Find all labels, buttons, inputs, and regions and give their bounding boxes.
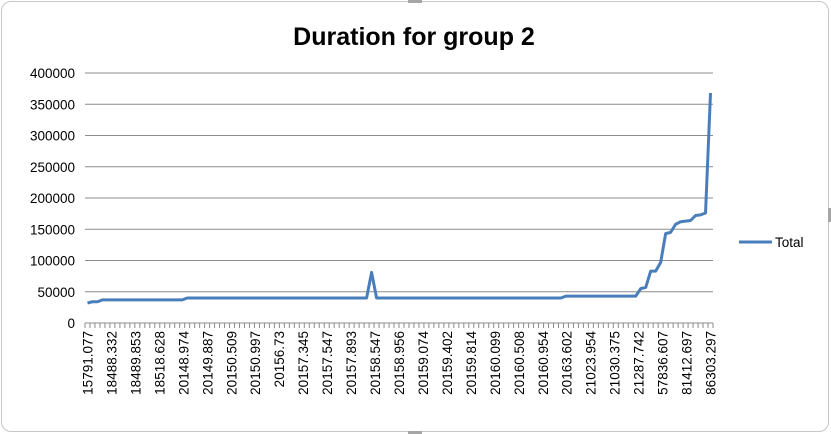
resize-handle-right[interactable] <box>828 208 831 222</box>
x-tick-label: 20157.547 <box>320 331 335 395</box>
legend: Total <box>739 235 804 250</box>
x-tick-label: 20160.954 <box>536 331 551 395</box>
x-tick-label: 20160.099 <box>488 331 503 395</box>
x-tick-label: 18488.332 <box>104 331 119 395</box>
x-tick-label: 20159.402 <box>440 331 455 395</box>
x-tick-label: 20148.974 <box>176 331 191 395</box>
y-tick-label: 50000 <box>37 285 75 300</box>
x-axis-tick-labels: 15791.077 18488.332 18489.853 18518.628 2014… <box>80 331 718 395</box>
x-tick-label: 20158.547 <box>368 331 383 395</box>
y-tick-label: 0 <box>67 316 75 331</box>
y-tick-label: 300000 <box>30 129 75 144</box>
x-tick-label: 20157.893 <box>344 331 359 395</box>
x-tick-label: 18489.853 <box>128 331 143 395</box>
x-tick-label: 81412.697 <box>680 331 695 395</box>
chart-title: Duration for group 2 <box>293 23 535 51</box>
x-tick-label: 20159.074 <box>416 331 431 395</box>
x-tick-label: 18518.628 <box>152 331 167 395</box>
x-tick-label: 20163.602 <box>560 331 575 395</box>
x-tick-label: 20159.814 <box>464 331 479 395</box>
y-tick-label: 350000 <box>30 97 75 112</box>
x-tick-label: 20158.956 <box>392 331 407 395</box>
x-tick-label: 20156.73 <box>272 331 287 387</box>
x-tick-label: 20150.509 <box>224 331 239 395</box>
x-tick-label: 21023.954 <box>584 331 599 395</box>
y-axis-tick-labels: 0 50000 100000 150000 200000 250000 300000 3500… <box>30 66 75 331</box>
legend-label-total: Total <box>775 235 804 250</box>
gridlines <box>85 72 713 293</box>
x-tick-label: 21287.742 <box>632 331 647 395</box>
x-axis <box>84 322 714 328</box>
x-tick-label: 86303.297 <box>704 331 719 395</box>
y-tick-label: 100000 <box>30 254 75 269</box>
y-tick-label: 200000 <box>30 191 75 206</box>
y-tick-label: 250000 <box>30 160 75 175</box>
x-tick-label: 20160.508 <box>512 331 527 395</box>
y-tick-label: 150000 <box>30 222 75 237</box>
x-tick-label: 20157.345 <box>296 331 311 395</box>
resize-handle-bottom[interactable] <box>408 431 422 434</box>
x-tick-label: 21030.375 <box>608 331 623 395</box>
x-tick-label: 15791.077 <box>80 331 95 395</box>
x-tick-label: 20149.887 <box>200 331 215 395</box>
x-tick-label: 20150.997 <box>248 331 263 395</box>
series-line-total <box>87 92 713 305</box>
y-tick-label: 400000 <box>30 66 75 81</box>
resize-handle-top[interactable] <box>408 0 422 3</box>
x-tick-label: 57836.607 <box>656 331 671 395</box>
